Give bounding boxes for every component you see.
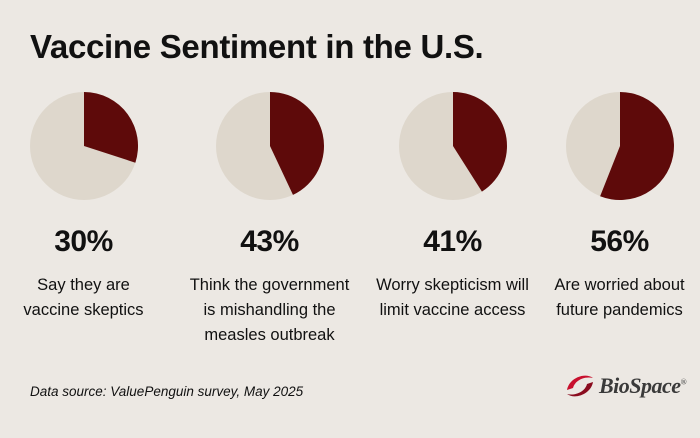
caption-4: Are worried about future pandemics	[554, 276, 685, 319]
data-source-note: Data source: ValuePenguin survey, May 20…	[30, 384, 304, 399]
logo-registered-mark: ®	[680, 377, 687, 387]
chart-title: Vaccine Sentiment in the U.S.	[30, 28, 484, 65]
pie-chart-2	[215, 92, 324, 200]
pie-slice-2	[269, 92, 324, 195]
logo-swirl-bottom	[567, 382, 593, 397]
caption-3: Worry skepticism will limit vaccine acce…	[376, 276, 529, 319]
pie-chart-4	[565, 92, 674, 200]
stat-panel-3: 41% Worry skepticism will limit vaccine …	[365, 92, 540, 323]
logo-wordmark: BioSpace	[599, 373, 681, 398]
pie-slice-3	[452, 92, 507, 192]
percent-label-1: 30%	[54, 225, 113, 258]
biospace-logo: BioSpace®	[563, 370, 687, 402]
stat-panel-4: 56% Are worried about future pandemics	[532, 92, 700, 323]
pie-slice-1	[83, 92, 138, 163]
pie-chart-3	[398, 92, 507, 200]
stat-panel-1: 30% Say they are vaccine skeptics	[0, 92, 171, 323]
logo-text: BioSpace®	[599, 373, 687, 399]
caption-2: Think the government is mishandling the …	[189, 276, 350, 344]
pie-chart-1	[29, 92, 138, 200]
biospace-swirl-icon	[567, 375, 593, 397]
logo-swirl-top	[567, 375, 593, 390]
stat-panel-2: 43% Think the government is mishandling …	[182, 92, 357, 348]
percent-label-2: 43%	[240, 225, 299, 258]
percent-label-4: 56%	[590, 225, 649, 258]
caption-1: Say they are vaccine skeptics	[23, 276, 144, 319]
percent-label-3: 41%	[423, 225, 482, 258]
pie-slice-4	[599, 92, 674, 200]
